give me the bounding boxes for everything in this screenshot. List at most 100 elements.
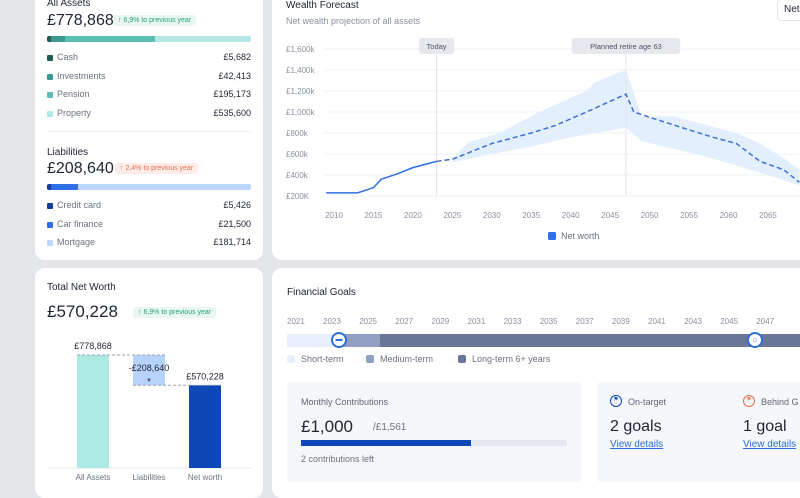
timeline-legend-item: Long-term 6+ years [458,354,550,364]
data-label: -£208,640 [129,363,170,373]
net-worth-badge: ↑ 6,9% to previous year [133,307,217,318]
x-tick-label: 2030 [483,211,501,220]
row-value: £42,413 [218,70,251,81]
row-value: £5,682 [223,52,251,62]
timeline-year: 2025 [359,317,377,326]
y-tick-label: £600k [286,150,309,159]
bar-net-worth [189,385,221,468]
legend-swatch [47,221,53,228]
liabilities-row: Car finance £21,500 [47,219,251,233]
legend-label: Short-term [301,354,344,364]
x-tick-label: 2055 [680,211,698,220]
x-tick-label: 2065 [759,211,777,220]
car-goal-icon[interactable]: ▬ [331,332,347,348]
row-label: Investments [57,70,106,81]
flag-icon: ⚑ [743,395,755,407]
flag-icon: ⚑ [610,395,622,407]
net-worth-card: Total Net Worth £570,228 ↑ 6,9% to previ… [35,268,263,498]
timeline-legend-item: Short-term [287,354,344,364]
x-tick-label: 2015 [365,211,383,220]
behind-label: Behind G [761,397,799,407]
x-tick-label: 2050 [641,211,659,220]
projected-line [436,93,800,183]
assets-bar [47,36,251,42]
liabilities-total: £208,640 [47,160,114,177]
monthly-contributions-panel: Monthly Contributions £1,000 /£1,561 2 c… [287,382,581,482]
timeline-year: 2035 [539,317,558,326]
marker-label: Today [427,42,447,51]
x-tick-label: 2045 [601,211,619,220]
x-tick-label: 2010 [325,211,343,220]
assets-row: Investments £42,413 [47,71,251,85]
marker-label: Planned retire age 63 [590,42,662,51]
monthly-target: /£1,561 [373,422,407,433]
marker-tag [419,38,455,54]
waterfall-chart: £778,868 -£208,640 ▼ £570,228 All Assets Liab… [47,341,251,482]
data-label: £570,228 [186,371,224,381]
goal-status-panel: ⚑ On-target 2 goals View details ⚑ Behin… [597,382,800,482]
timeline-year: 2045 [720,317,738,326]
legend-swatch [47,203,53,209]
on-target-count: 2 goals [610,418,662,435]
legend-label: Net worth [561,231,600,241]
monthly-note: 2 contributions left [301,454,375,464]
x-tick-label: 2035 [522,211,540,220]
assets-title: All Assets [47,0,91,9]
behind-count: 1 goal [743,418,787,435]
timeline-year: 2027 [395,317,414,326]
legend-swatch [47,92,53,98]
row-value: £195,173 [213,89,251,99]
x-tick-label: 2060 [720,211,738,220]
house-goal-icon[interactable]: ⌂ [747,332,763,348]
row-value: £535,600 [213,107,251,118]
assets-row: Cash £5,682 [47,52,251,66]
data-label: £778,868 [74,341,112,351]
row-label: Credit card [57,200,102,210]
on-target-details-link[interactable]: View details [610,439,664,450]
timeline-year: 2037 [575,317,594,326]
y-tick-label: £1,200k [286,87,315,96]
forecast-chart: £1,600k £1,400k £1,200k £1,000k £800k £600k £4… [286,38,800,241]
liabilities-row: Mortgage £181,714 [47,237,251,251]
legend-label: Long-term 6+ years [472,354,551,364]
timeline-year: 2043 [684,317,702,326]
assets-badge: ↑ 6,9% to previous year [113,15,197,26]
category-label: Liabilities [133,473,166,482]
monthly-title: Monthly Contributions [301,397,389,407]
x-tick-label: 2025 [443,211,461,220]
series-dropdown[interactable]: Net [777,0,800,21]
monthly-progress [301,440,567,446]
actual-line [326,160,437,194]
timeline-year: 2033 [503,317,522,326]
forecast-subtitle: Net wealth projection of all assets [286,16,421,26]
marker-tag [571,38,681,54]
bar-liabilities [133,355,165,386]
liabilities-title: Liabilities [47,147,89,158]
row-value: £181,714 [213,237,251,247]
timeline-legend-item: Medium-term [366,354,433,364]
row-label: Mortgage [57,237,96,247]
legend-swatch [287,355,295,363]
y-tick-label: £800k [286,129,309,138]
legend-swatch [47,73,53,80]
row-label: Pension [57,89,90,99]
legend-swatch [47,110,53,117]
y-tick-label: £1,000k [286,108,315,117]
row-label: Property [57,107,92,118]
wealth-forecast-card: Wealth Forecast Net wealth projection of… [272,0,800,260]
legend-label: Medium-term [380,354,434,364]
timeline-year: 2023 [323,317,341,326]
timeline-year: 2021 [287,317,305,326]
timeline-year: 2047 [756,317,775,326]
row-label: Cash [57,52,79,62]
liabilities-bar [47,184,251,190]
legend-swatch [47,240,53,246]
timeline-year: 2041 [648,317,666,326]
goals-timeline [287,334,800,347]
y-tick-label: £200K [286,192,310,201]
behind-details-link[interactable]: View details [743,439,797,450]
legend-swatch [548,232,556,240]
divider [47,131,251,132]
row-value: £5,426 [223,200,251,210]
y-tick-label: £400k [286,171,309,180]
